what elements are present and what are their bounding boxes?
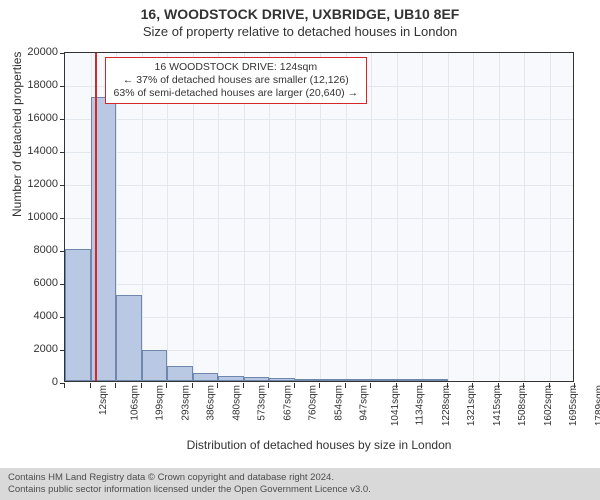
x-tick-label: 1508sqm: [517, 385, 528, 426]
footer: Contains HM Land Registry data © Crown c…: [0, 468, 600, 500]
y-tick-mark: [60, 119, 65, 120]
x-tick-mark: [396, 383, 397, 388]
x-tick-mark: [549, 383, 550, 388]
gridline-v: [422, 53, 423, 381]
x-tick-label: 1602sqm: [543, 385, 554, 426]
histogram-bar: [371, 379, 397, 381]
x-tick-label: 106sqm: [129, 385, 140, 421]
gridline-v: [499, 53, 500, 381]
y-tick-label: 18000: [8, 79, 58, 91]
y-tick-layer: 0200040006000800010000120001400016000180…: [0, 52, 64, 382]
histogram-bar: [295, 379, 321, 381]
chart-container: 16, WOODSTOCK DRIVE, UXBRIDGE, UB10 8EF …: [0, 0, 600, 500]
plot-wrap: 16 WOODSTOCK DRIVE: 124sqm ← 37% of deta…: [64, 52, 574, 382]
histogram-bar: [397, 379, 423, 381]
x-tick-mark: [90, 383, 91, 388]
x-tick-mark: [64, 383, 65, 388]
y-tick-label: 4000: [8, 310, 58, 322]
x-tick-label: 573sqm: [257, 385, 268, 421]
histogram-bar: [167, 366, 193, 381]
y-tick-label: 10000: [8, 211, 58, 223]
x-tick-label: 1134sqm: [414, 385, 425, 425]
x-tick-mark: [294, 383, 295, 388]
y-tick-mark: [60, 218, 65, 219]
x-tick-label: 667sqm: [282, 385, 293, 421]
annotation-line-2: ← 37% of detached houses are smaller (12…: [114, 74, 359, 87]
annotation-box: 16 WOODSTOCK DRIVE: 124sqm ← 37% of deta…: [105, 57, 368, 104]
x-tick-label: 293sqm: [180, 385, 191, 421]
x-tick-label: 480sqm: [231, 385, 242, 421]
x-tick-mark: [115, 383, 116, 388]
chart-title: 16, WOODSTOCK DRIVE, UXBRIDGE, UB10 8EF: [0, 0, 600, 22]
gridline-v: [473, 53, 474, 381]
x-tick-label: 12sqm: [98, 385, 109, 415]
footer-line-2: Contains public sector information licen…: [8, 484, 592, 496]
x-tick-label: 1695sqm: [568, 385, 579, 426]
x-tick-mark: [447, 383, 448, 388]
histogram-bar: [320, 379, 346, 381]
y-tick-label: 20000: [8, 46, 58, 58]
x-tick-mark: [141, 383, 142, 388]
histogram-bar: [65, 249, 91, 381]
histogram-bar: [422, 379, 448, 381]
y-tick-label: 6000: [8, 277, 58, 289]
x-tick-label: 760sqm: [308, 385, 319, 421]
x-tick-mark: [166, 383, 167, 388]
x-tick-label: 386sqm: [206, 385, 217, 421]
chart-subtitle: Size of property relative to detached ho…: [0, 22, 600, 39]
histogram-bar: [116, 295, 142, 381]
x-tick-mark: [498, 383, 499, 388]
property-marker-line: [95, 53, 97, 381]
x-tick-mark: [192, 383, 193, 388]
x-tick-mark: [472, 383, 473, 388]
x-tick-mark: [243, 383, 244, 388]
y-tick-mark: [60, 185, 65, 186]
x-tick-label: 854sqm: [333, 385, 344, 421]
x-tick-label: 1415sqm: [492, 385, 503, 426]
x-tick-label: 199sqm: [155, 385, 166, 421]
histogram-bar: [244, 377, 270, 381]
histogram-bar: [142, 350, 168, 381]
x-tick-layer: 12sqm 106sqm 199sqm 293sqm 386sqm 480sqm 573sq…: [64, 383, 574, 438]
histogram-bar: [269, 378, 295, 381]
gridline-v: [524, 53, 525, 381]
x-tick-label: 1789sqm: [594, 385, 600, 426]
annotation-line-1: 16 WOODSTOCK DRIVE: 124sqm: [114, 61, 359, 74]
gridline-v: [397, 53, 398, 381]
x-tick-mark: [421, 383, 422, 388]
x-tick-label: 1041sqm: [390, 385, 401, 426]
histogram-bar: [346, 379, 372, 381]
histogram-bar: [193, 373, 219, 381]
x-tick-mark: [217, 383, 218, 388]
x-tick-label: 1228sqm: [441, 385, 452, 426]
x-tick-mark: [268, 383, 269, 388]
x-tick-mark: [319, 383, 320, 388]
x-tick-mark: [574, 383, 575, 388]
x-tick-mark: [345, 383, 346, 388]
y-tick-mark: [60, 86, 65, 87]
x-axis-label: Distribution of detached houses by size …: [64, 438, 574, 452]
y-tick-label: 12000: [8, 178, 58, 190]
footer-line-1: Contains HM Land Registry data © Crown c…: [8, 472, 592, 484]
histogram-bar: [218, 376, 244, 381]
x-tick-mark: [370, 383, 371, 388]
y-tick-mark: [60, 53, 65, 54]
gridline-v: [550, 53, 551, 381]
x-tick-mark: [523, 383, 524, 388]
y-tick-label: 0: [8, 376, 58, 388]
gridline-v: [371, 53, 372, 381]
y-tick-label: 2000: [8, 343, 58, 355]
x-tick-label: 1321sqm: [466, 385, 477, 426]
gridline-v: [448, 53, 449, 381]
y-tick-label: 8000: [8, 244, 58, 256]
x-tick-label: 947sqm: [359, 385, 370, 421]
y-tick-label: 14000: [8, 145, 58, 157]
y-tick-mark: [60, 152, 65, 153]
y-tick-label: 16000: [8, 112, 58, 124]
annotation-line-3: 63% of semi-detached houses are larger (…: [114, 87, 359, 100]
